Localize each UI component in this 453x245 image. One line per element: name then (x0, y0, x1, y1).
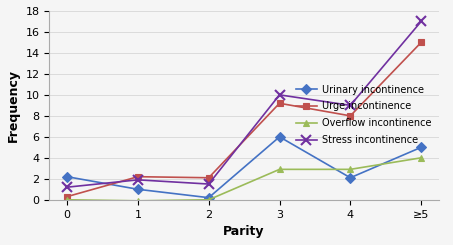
Stress incontinence (135, 178, 140, 181)
Line: Urge incontinence: Urge incontinence (63, 39, 424, 200)
Overflow incontinence (347, 168, 353, 171)
Stress incontinence (419, 20, 424, 23)
Overflow incontinence (206, 198, 212, 201)
Urge incontinence (64, 195, 70, 198)
Line: Overflow incontinence: Overflow incontinence (63, 154, 424, 204)
Overflow incontinence (64, 198, 70, 201)
Line: Stress incontinence: Stress incontinence (62, 17, 426, 192)
Urinary incontinence (64, 175, 70, 178)
Urge incontinence (135, 175, 140, 178)
Overflow incontinence (419, 156, 424, 159)
Stress incontinence (347, 104, 353, 107)
Legend: Urinary incontinence, Urge incontinence, Overflow incontinence, Stress incontine: Urinary incontinence, Urge incontinence,… (296, 85, 431, 145)
Stress incontinence (206, 183, 212, 185)
Urge incontinence (206, 176, 212, 179)
Urinary incontinence (347, 176, 353, 179)
Stress incontinence (64, 186, 70, 189)
Urge incontinence (419, 41, 424, 44)
Line: Urinary incontinence: Urinary incontinence (63, 133, 424, 201)
Urge incontinence (277, 102, 282, 105)
Urinary incontinence (206, 196, 212, 199)
Urinary incontinence (419, 146, 424, 149)
Urinary incontinence (135, 188, 140, 191)
Urge incontinence (347, 114, 353, 117)
Y-axis label: Frequency: Frequency (7, 69, 20, 142)
X-axis label: Parity: Parity (223, 225, 265, 238)
Overflow incontinence (135, 199, 140, 202)
Stress incontinence (277, 93, 282, 96)
Overflow incontinence (277, 168, 282, 171)
Urinary incontinence (277, 135, 282, 138)
